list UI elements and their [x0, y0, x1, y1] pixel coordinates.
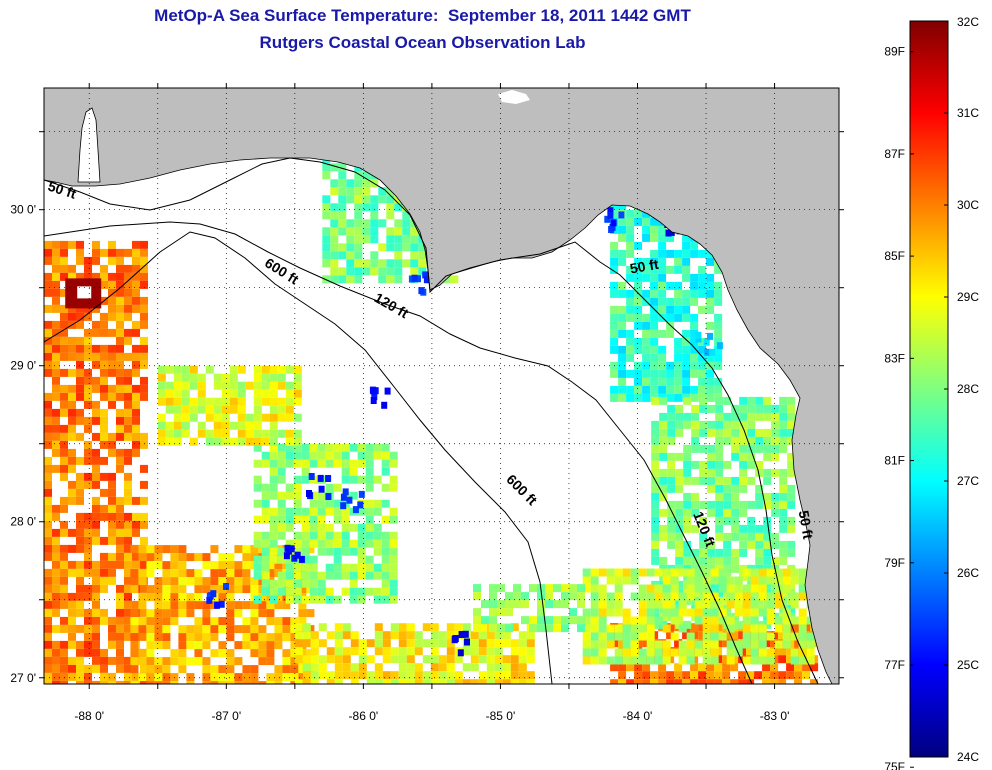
contour-label: 50 ft	[629, 256, 660, 277]
colorbar-label-celsius: 29C	[957, 290, 979, 304]
colorbar-label-celsius: 25C	[957, 658, 979, 672]
colorbar-label-celsius: 24C	[957, 750, 979, 764]
sst-cold-spot	[340, 488, 365, 514]
grid: -88 0' -87 0' -86 0' -85 0' -84 0' -83 0' 27 0…	[10, 83, 844, 723]
colorbar-label-fahrenheit: 85F	[884, 249, 905, 263]
sst-cold-spot	[408, 271, 430, 296]
lat-tick-label: 27 0'	[10, 671, 36, 685]
sst-patch-southwest-warm	[130, 545, 315, 684]
land-mass	[44, 88, 839, 684]
colorbar-label-fahrenheit: 75F	[884, 760, 905, 770]
colorbar-label-fahrenheit: 87F	[884, 147, 905, 161]
colorbar-label-celsius: 27C	[957, 474, 979, 488]
lat-tick-label: 30 0'	[10, 203, 36, 217]
map-subtitle: Rutgers Coastal Ocean Observation Lab	[259, 33, 586, 52]
contour-line-600ft	[44, 231, 553, 684]
colorbar-label-celsius: 26C	[957, 566, 979, 580]
lon-tick-label: -88 0'	[74, 709, 104, 723]
contour-label: 50 ft	[796, 509, 817, 540]
lat-tick-label: 28 0'	[10, 515, 36, 529]
sst-cold-spot	[283, 544, 305, 563]
colorbar-label-fahrenheit: 83F	[884, 351, 905, 365]
colorbar-label-fahrenheit: 81F	[884, 454, 905, 468]
colorbar-label-celsius: 31C	[957, 106, 979, 120]
sst-cold-spot	[695, 331, 723, 356]
sst-cold-spot	[604, 207, 625, 233]
contour-line-50ft	[44, 157, 819, 684]
sst-cold-spot	[369, 386, 391, 409]
colorbar-label-celsius: 32C	[957, 15, 979, 29]
sst-hot-spot-gap	[77, 286, 92, 299]
map-title: MetOp-A Sea Surface Temperature: Septemb…	[154, 6, 691, 25]
lon-tick-label: -87 0'	[211, 709, 241, 723]
lon-tick-label: -84 0'	[623, 709, 653, 723]
colorbar-label-celsius: 30C	[957, 198, 979, 212]
colorbar-label-fahrenheit: 79F	[884, 556, 905, 570]
sst-cold-spot	[451, 630, 470, 657]
lat-tick-label: 29 0'	[10, 359, 36, 373]
sst-patch-mid-scatter	[157, 365, 302, 446]
contour-line-120ft	[44, 221, 753, 684]
plot-frame	[43, 87, 840, 685]
sst-patch-southeast-shelf	[582, 568, 815, 665]
sst-cold-spot	[306, 473, 332, 500]
colorbar-label-celsius: 28C	[957, 382, 979, 396]
lon-tick-label: -85 0'	[486, 709, 516, 723]
colorbar-ticks: 32C 31C 30C 29C 28C 27C 26C 25C 24C 89F 87F 85F 83F 8…	[884, 15, 979, 770]
sst-patch-southern-green	[473, 584, 585, 633]
lon-tick-label: -86 0'	[349, 709, 379, 723]
colorbar	[909, 20, 949, 758]
sst-cold-spot	[206, 583, 229, 609]
inland-water	[498, 90, 530, 104]
sst-data-layer	[44, 147, 819, 684]
lon-tick-label: -83 0'	[760, 709, 790, 723]
mobile-bay	[77, 107, 101, 183]
sst-patch-central-scatter	[253, 443, 398, 604]
colorbar-label-fahrenheit: 89F	[884, 45, 905, 59]
colorbar-label-fahrenheit: 77F	[884, 658, 905, 672]
